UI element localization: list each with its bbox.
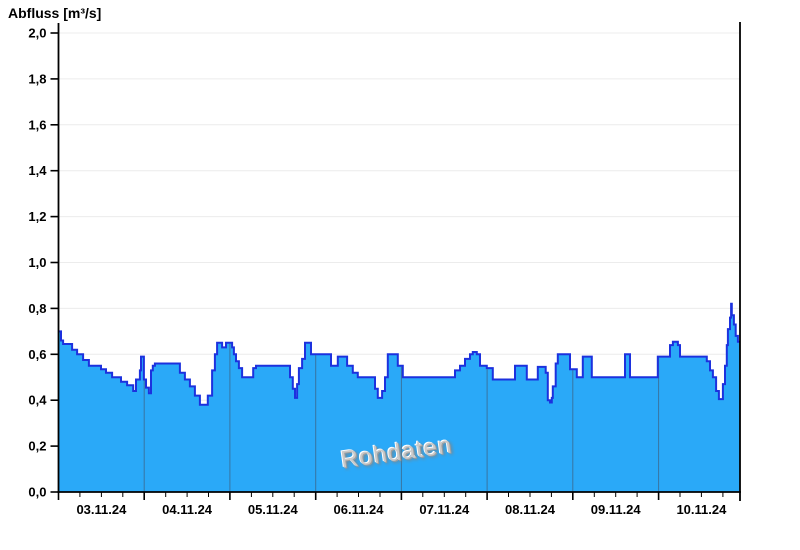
x-tick-label: 06.11.24 — [334, 502, 385, 517]
x-tick-label: 08.11.24 — [505, 502, 556, 517]
x-tick-label: 09.11.24 — [591, 502, 642, 517]
y-tick-label: 0,2 — [28, 439, 46, 454]
x-tick-label: 10.11.24 — [676, 502, 727, 517]
discharge-line — [58, 302, 740, 406]
y-tick-label: 1,8 — [28, 71, 46, 86]
discharge-area-fill — [58, 303, 740, 492]
x-tick-label: 04.11.24 — [162, 502, 213, 517]
x-tick-label: 07.11.24 — [419, 502, 470, 517]
y-tick-label: 1,0 — [28, 255, 46, 270]
y-tick-label: 0,8 — [28, 301, 46, 316]
y-tick-label: 1,6 — [28, 117, 46, 132]
y-tick-label: 1,4 — [28, 163, 47, 178]
x-tick-label: 03.11.24 — [76, 502, 127, 517]
y-tick-label: 0,0 — [28, 485, 46, 500]
y-tick-label: 2,0 — [28, 26, 46, 41]
chart-title: Abfluss [m³/s] — [8, 5, 102, 21]
y-tick-label: 0,6 — [28, 347, 46, 362]
y-tick-label: 1,2 — [28, 209, 46, 224]
x-tick-label: 05.11.24 — [248, 502, 299, 517]
y-tick-label: 0,4 — [28, 393, 47, 408]
